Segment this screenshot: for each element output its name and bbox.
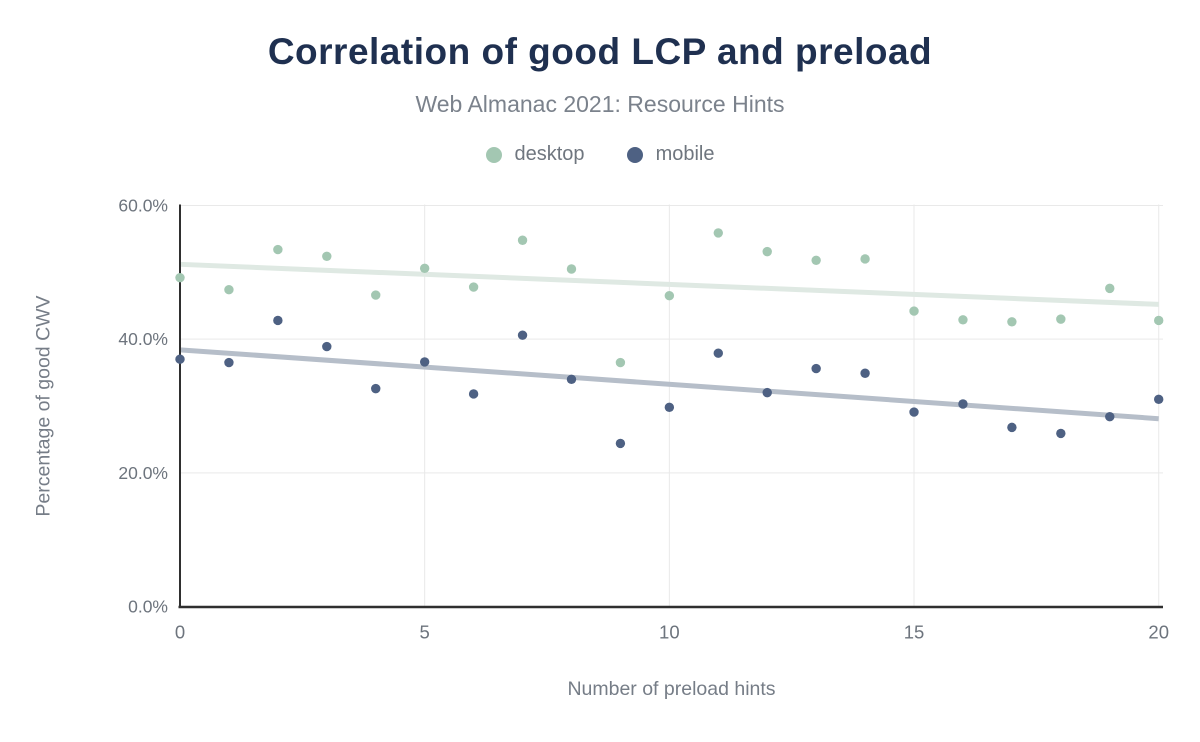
- desktop-data-point[interactable]: [860, 254, 870, 264]
- desktop-data-point[interactable]: [958, 315, 968, 325]
- desktop-data-point[interactable]: [664, 291, 675, 301]
- desktop-data-point[interactable]: [811, 255, 821, 266]
- mobile-data-point[interactable]: [468, 389, 479, 399]
- desktop-data-point[interactable]: [566, 264, 577, 274]
- legend: desktop mobile: [0, 143, 1200, 166]
- mobile-data-point[interactable]: [517, 330, 528, 340]
- mobile-data-point[interactable]: [224, 357, 234, 368]
- y-tick-label: 20.0%: [118, 463, 168, 483]
- y-tick-label: 40.0%: [118, 329, 168, 349]
- mobile-trendline: [179, 347, 1159, 422]
- mobile-data-point[interactable]: [713, 348, 723, 358]
- mobile-data-point[interactable]: [419, 357, 430, 367]
- mobile-data-point[interactable]: [1007, 422, 1017, 433]
- mobile-data-point[interactable]: [664, 402, 675, 413]
- x-tick-label: 20: [1148, 622, 1169, 643]
- x-tick-label: 15: [904, 622, 925, 643]
- legend-label-desktop: desktop: [514, 143, 585, 165]
- mobile-data-point[interactable]: [273, 315, 283, 326]
- desktop-data-point[interactable]: [517, 235, 528, 245]
- desktop-data-point[interactable]: [273, 244, 283, 255]
- desktop-data-point[interactable]: [1056, 314, 1066, 324]
- y-tick-label: 60.0%: [118, 196, 168, 216]
- mobile-data-point[interactable]: [811, 363, 821, 374]
- desktop-data-point[interactable]: [1007, 317, 1017, 327]
- legend-item-mobile[interactable]: mobile: [626, 143, 715, 166]
- mobile-data-point[interactable]: [371, 383, 381, 394]
- chart-title: Correlation of good LCP and preload: [267, 31, 933, 72]
- mobile-data-point[interactable]: [860, 368, 870, 378]
- desktop-data-point[interactable]: [371, 290, 381, 300]
- desktop-data-point[interactable]: [713, 228, 723, 238]
- desktop-data-point[interactable]: [419, 263, 430, 274]
- mobile-data-point[interactable]: [175, 354, 185, 364]
- desktop-legend-swatch-icon: [485, 146, 502, 163]
- desktop-data-point[interactable]: [909, 306, 919, 316]
- mobile-data-point[interactable]: [1056, 428, 1066, 439]
- mobile-data-point[interactable]: [1154, 394, 1164, 405]
- desktop-data-point[interactable]: [224, 285, 234, 295]
- desktop-data-point[interactable]: [1154, 315, 1164, 326]
- desktop-data-point[interactable]: [615, 357, 626, 368]
- mobile-data-point[interactable]: [958, 399, 968, 409]
- mobile-legend-swatch-icon: [626, 146, 643, 163]
- x-axis-title: Number of preload hints: [567, 678, 776, 700]
- x-tick-label: 10: [659, 622, 680, 643]
- desktop-data-point[interactable]: [762, 246, 772, 257]
- x-tick-label: 5: [420, 622, 430, 643]
- legend-label-mobile: mobile: [655, 143, 715, 165]
- desktop-data-point[interactable]: [322, 251, 332, 261]
- desktop-data-point[interactable]: [1105, 283, 1115, 294]
- desktop-data-point[interactable]: [468, 282, 479, 292]
- legend-item-desktop[interactable]: desktop: [485, 143, 585, 166]
- desktop-data-point[interactable]: [175, 272, 185, 283]
- x-tick-label: 0: [175, 622, 185, 643]
- chart-subtitle: Web Almanac 2021: Resource Hints: [415, 91, 785, 117]
- mobile-data-point[interactable]: [1105, 411, 1115, 422]
- mobile-data-point[interactable]: [909, 407, 919, 417]
- mobile-data-point[interactable]: [566, 374, 577, 384]
- desktop-trendline: [179, 261, 1159, 307]
- mobile-data-point[interactable]: [762, 387, 772, 398]
- y-tick-label: 0.0%: [128, 597, 168, 617]
- y-axis-title: Percentage of good CWV: [32, 295, 55, 517]
- mobile-data-point[interactable]: [322, 341, 332, 352]
- mobile-data-point[interactable]: [615, 438, 626, 449]
